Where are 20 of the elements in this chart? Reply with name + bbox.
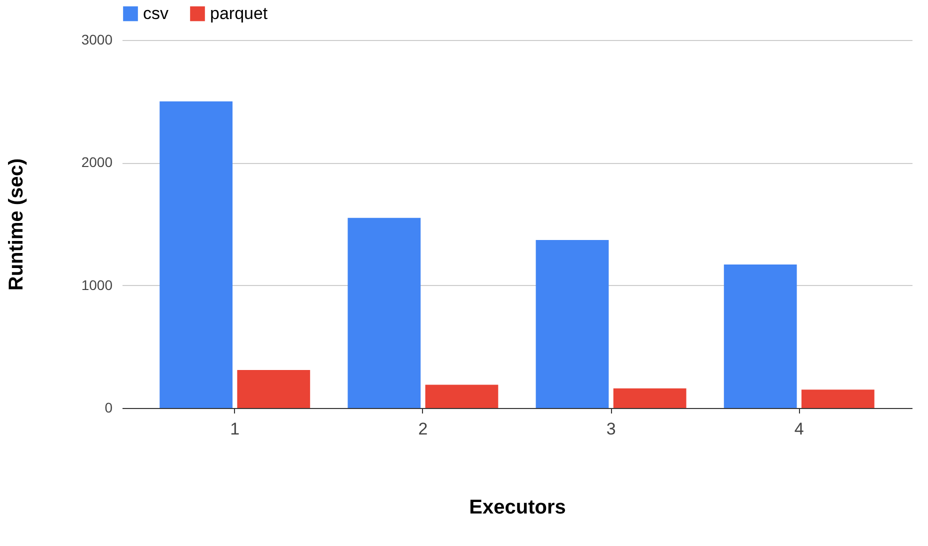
x-tick-label: 1 — [230, 420, 240, 438]
y-tick-label: 2000 — [81, 154, 113, 170]
y-tick-label: 3000 — [81, 32, 113, 48]
x-tick-label: 3 — [606, 420, 616, 438]
y-tick-label: 0 — [104, 400, 113, 416]
bar — [425, 384, 498, 408]
bar — [237, 370, 310, 408]
legend-label: csv — [143, 4, 169, 23]
x-axis-title: Executors — [469, 496, 566, 518]
x-tick-label: 2 — [418, 420, 428, 438]
bar — [801, 390, 874, 408]
bar — [536, 240, 609, 408]
bar — [724, 264, 797, 408]
y-tick-label: 1000 — [81, 276, 113, 293]
legend-label: parquet — [210, 4, 268, 23]
bar — [160, 101, 233, 408]
bar — [348, 218, 421, 408]
x-tick-label: 4 — [794, 420, 804, 438]
y-axis-title: Runtime (sec) — [5, 158, 28, 291]
bar — [613, 388, 686, 408]
